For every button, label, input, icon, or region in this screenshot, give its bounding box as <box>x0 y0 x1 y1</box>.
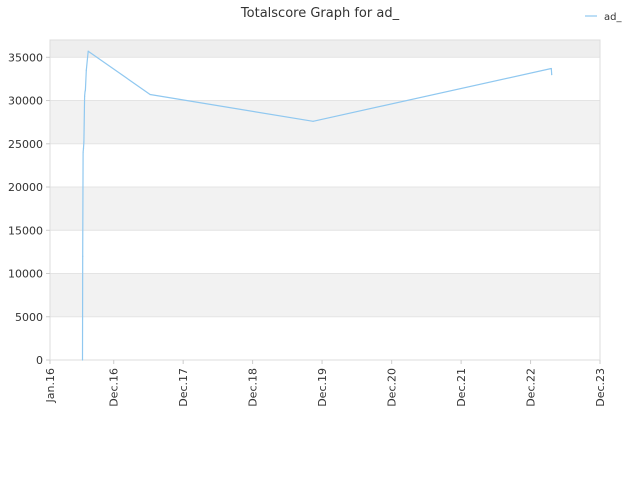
data-point <box>149 93 151 96</box>
chart-title: Totalscore Graph for ad_ <box>240 6 400 21</box>
grid-band <box>50 100 600 144</box>
y-tick-label: 5000 <box>15 311 43 324</box>
grid-band <box>50 230 600 274</box>
legend-label: ad_ <box>604 12 622 23</box>
data-point <box>550 67 552 70</box>
grid-band <box>50 187 600 231</box>
y-tick-label: 10000 <box>8 268 43 281</box>
data-point <box>82 151 84 154</box>
data-point <box>82 255 84 257</box>
grid-band <box>50 316 600 360</box>
data-point <box>84 89 86 91</box>
grid-band <box>50 143 600 188</box>
y-tick-label: 0 <box>36 354 43 367</box>
series-layer <box>81 50 553 361</box>
x-tick-label: Dec.19 <box>316 368 329 407</box>
grid-band <box>50 273 600 317</box>
plot-frame <box>49 39 601 361</box>
x-tick-label: Dec.20 <box>386 368 399 407</box>
grid-band <box>50 40 600 58</box>
grid-band <box>50 57 600 101</box>
y-tick-label: 15000 <box>8 224 43 237</box>
x-tick-label: Dec.16 <box>108 368 121 407</box>
data-point <box>82 147 85 149</box>
data-point <box>85 69 87 71</box>
data-point <box>87 50 89 52</box>
x-tick-label: Dec.21 <box>455 368 468 407</box>
legend[interactable]: ad_ <box>585 12 622 23</box>
background-bands <box>50 40 600 360</box>
x-tick-label: Dec.18 <box>247 368 260 407</box>
data-point <box>83 141 85 143</box>
x-tick-label: Dec.23 <box>594 368 607 407</box>
y-tick-label: 25000 <box>8 138 43 151</box>
data-point <box>84 91 86 93</box>
x-axis-ticks: Jan.16 Dec.16 Dec.17 Dec.18 Dec.19 Dec.20 Dec.… <box>44 360 607 407</box>
y-tick-label: 30000 <box>8 95 43 108</box>
x-tick-label: Dec.22 <box>525 368 538 407</box>
data-point <box>81 359 84 361</box>
data-point <box>551 73 553 76</box>
x-tick-label: Jan.16 <box>44 368 57 403</box>
y-tick-label: 35000 <box>8 51 43 64</box>
y-axis-ticks: 0 5000 10000 15000 20000 25000 30000 35000 <box>8 51 50 367</box>
data-point <box>312 120 314 122</box>
x-tick-label: Dec.17 <box>177 368 190 407</box>
data-point <box>84 95 86 97</box>
y-tick-label: 20000 <box>8 181 43 194</box>
series-line-ad_ <box>81 50 553 361</box>
